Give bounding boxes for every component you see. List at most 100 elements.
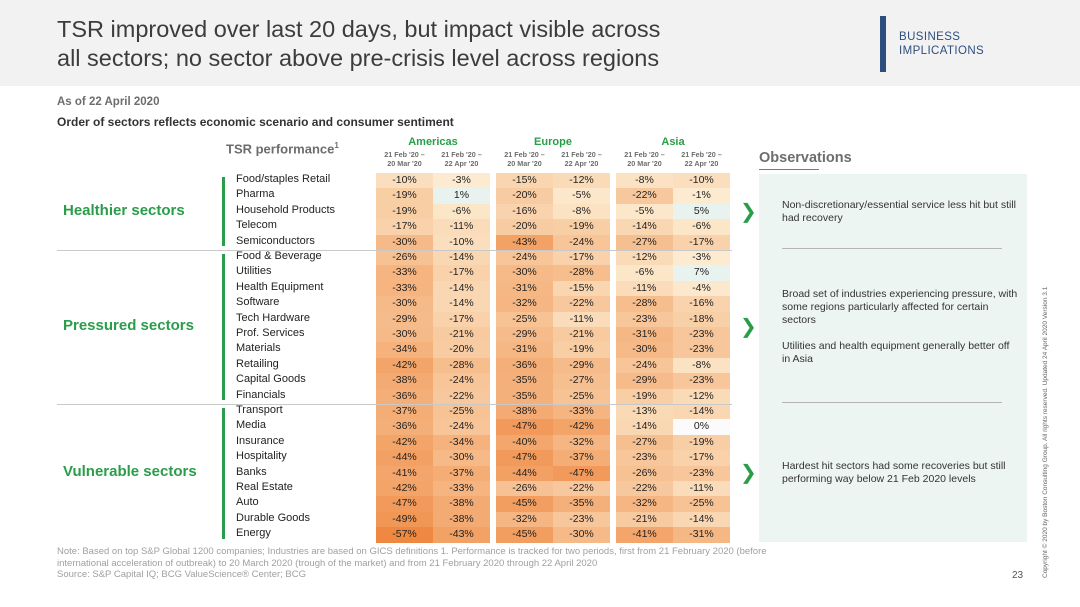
period-start: 21 Feb '20 – xyxy=(504,150,545,159)
sector-label: Financials xyxy=(236,388,286,401)
group-label: Healthier sectors xyxy=(63,201,185,219)
heatmap-cell: -19% xyxy=(616,388,673,404)
heatmap-cell: -31% xyxy=(496,280,553,297)
heatmap-cell: -29% xyxy=(496,327,553,343)
subtitle: Order of sectors reflects economic scena… xyxy=(57,115,454,129)
heatmap-cell: -26% xyxy=(376,250,433,266)
heatmap-cell: -15% xyxy=(496,173,553,189)
heatmap-cell: -42% xyxy=(376,357,433,374)
heatmap-cell: -6% xyxy=(433,203,490,220)
heatmap-cell: -45% xyxy=(496,527,553,543)
region-header: Asia xyxy=(661,136,685,148)
period-header: 21 Feb '20 –22 Apr '20 xyxy=(673,150,730,168)
heatmap-cell: -47% xyxy=(553,465,610,481)
heatmap-cell: 0% xyxy=(673,419,730,435)
page-title: TSR improved over last 20 days, but impa… xyxy=(57,15,857,73)
heatmap-cell: -16% xyxy=(673,296,730,312)
heatmap-cell: -17% xyxy=(673,450,730,466)
heatmap-cell: -36% xyxy=(496,357,553,374)
heatmap-cell: -21% xyxy=(433,327,490,343)
period-end: 22 Apr '20 xyxy=(444,159,479,168)
heatmap-cell: -17% xyxy=(433,265,490,281)
heatmap-cell: -3% xyxy=(433,173,490,189)
heatmap-cell: -34% xyxy=(433,434,490,451)
observation-text: Hardest hit sectors had some recoveries … xyxy=(782,460,1018,499)
group-label: Pressured sectors xyxy=(63,317,194,334)
sector-label: Pharma xyxy=(236,188,275,201)
heatmap-cell: -10% xyxy=(433,234,490,250)
heatmap-cell: -38% xyxy=(433,511,490,528)
heatmap-cell: -31% xyxy=(496,342,553,358)
heatmap-cell: -3% xyxy=(673,250,730,266)
heatmap-cell: -47% xyxy=(496,450,553,466)
heatmap-cell: -23% xyxy=(673,373,730,389)
heatmap-cell: -38% xyxy=(496,404,553,420)
heatmap-cell: -24% xyxy=(496,250,553,266)
heatmap-cell: -22% xyxy=(616,188,673,204)
heatmap-cell: -30% xyxy=(616,342,673,358)
sector-label: Food & Beverage xyxy=(236,250,322,262)
chevron-right-icon: ❯ xyxy=(740,316,757,338)
chart-title-text: TSR performance xyxy=(226,141,335,157)
heatmap-cell: -32% xyxy=(496,511,553,528)
period-header: 21 Feb '20 –20 Mar '20 xyxy=(376,150,433,168)
heatmap-cell: -4% xyxy=(673,280,730,297)
heatmap-cell: -38% xyxy=(376,373,433,389)
tag-line-2: IMPLICATIONS xyxy=(899,45,985,57)
header-band xyxy=(0,0,1080,86)
group-bracket xyxy=(222,254,225,400)
observation-paragraph: Broad set of industries experiencing pre… xyxy=(782,288,1018,326)
heatmap-cell: -37% xyxy=(433,465,490,481)
heatmap-cell: -43% xyxy=(496,234,553,250)
period-header: 21 Feb '20 –20 Mar '20 xyxy=(616,150,673,168)
heatmap-cell: -17% xyxy=(673,234,730,250)
heatmap-cell: -6% xyxy=(673,219,730,235)
heatmap-cell: -30% xyxy=(376,327,433,343)
heatmap-cell: -32% xyxy=(616,496,673,512)
observation-divider xyxy=(782,402,1002,403)
period-start: 21 Feb '20 – xyxy=(681,150,722,159)
period-start: 21 Feb '20 – xyxy=(441,150,482,159)
period-start: 21 Feb '20 – xyxy=(624,150,665,159)
heatmap-cell: -41% xyxy=(616,527,673,543)
heatmap-cell: -33% xyxy=(376,265,433,281)
title-line-2: all sectors; no sector above pre-crisis … xyxy=(57,45,660,71)
heatmap-cell: -37% xyxy=(553,450,610,466)
observation-text: Non-discretionary/essential service less… xyxy=(782,199,1018,238)
heatmap-cell: -23% xyxy=(673,465,730,481)
heatmap-cell: -25% xyxy=(673,496,730,512)
heatmap-cell: -23% xyxy=(553,511,610,528)
heatmap-cell: -24% xyxy=(433,419,490,435)
sector-label: Health Equipment xyxy=(236,280,324,293)
heatmap-cell: -47% xyxy=(496,419,553,435)
heatmap-cell: -22% xyxy=(433,388,490,404)
heatmap-cell: -23% xyxy=(673,327,730,343)
heatmap-cell: -43% xyxy=(433,527,490,543)
heatmap-cell: -29% xyxy=(616,373,673,389)
period-header: 21 Feb '20 –22 Apr '20 xyxy=(433,150,490,168)
heatmap-cell: -24% xyxy=(616,357,673,374)
heatmap-cell: -44% xyxy=(496,465,553,481)
observations-underline xyxy=(759,169,819,170)
heatmap-cell: -31% xyxy=(673,527,730,543)
heatmap-cell: 1% xyxy=(433,188,490,204)
heatmap-cell: -22% xyxy=(616,481,673,497)
chart-title: TSR performance1 xyxy=(226,141,339,156)
group-bracket xyxy=(222,408,225,539)
footnote: Note: Based on top S&P Global 1200 compa… xyxy=(57,546,937,581)
heatmap-cell: -20% xyxy=(496,188,553,204)
observations-panel xyxy=(759,174,1027,542)
heatmap-cell: -17% xyxy=(553,250,610,266)
heatmap-cell: -36% xyxy=(376,388,433,404)
heatmap-cell: -11% xyxy=(553,311,610,327)
heatmap-cell: -19% xyxy=(673,434,730,451)
heatmap-cell: -12% xyxy=(553,173,610,189)
heatmap-cell: -33% xyxy=(433,481,490,497)
heatmap-cell: -24% xyxy=(433,373,490,389)
heatmap-cell: -17% xyxy=(433,311,490,327)
title-line-1: TSR improved over last 20 days, but impa… xyxy=(57,16,661,42)
heatmap-cell: -19% xyxy=(376,188,433,204)
sector-label: Semiconductors xyxy=(236,234,315,247)
chevron-right-icon: ❯ xyxy=(740,462,757,485)
heatmap-cell: -8% xyxy=(673,357,730,374)
